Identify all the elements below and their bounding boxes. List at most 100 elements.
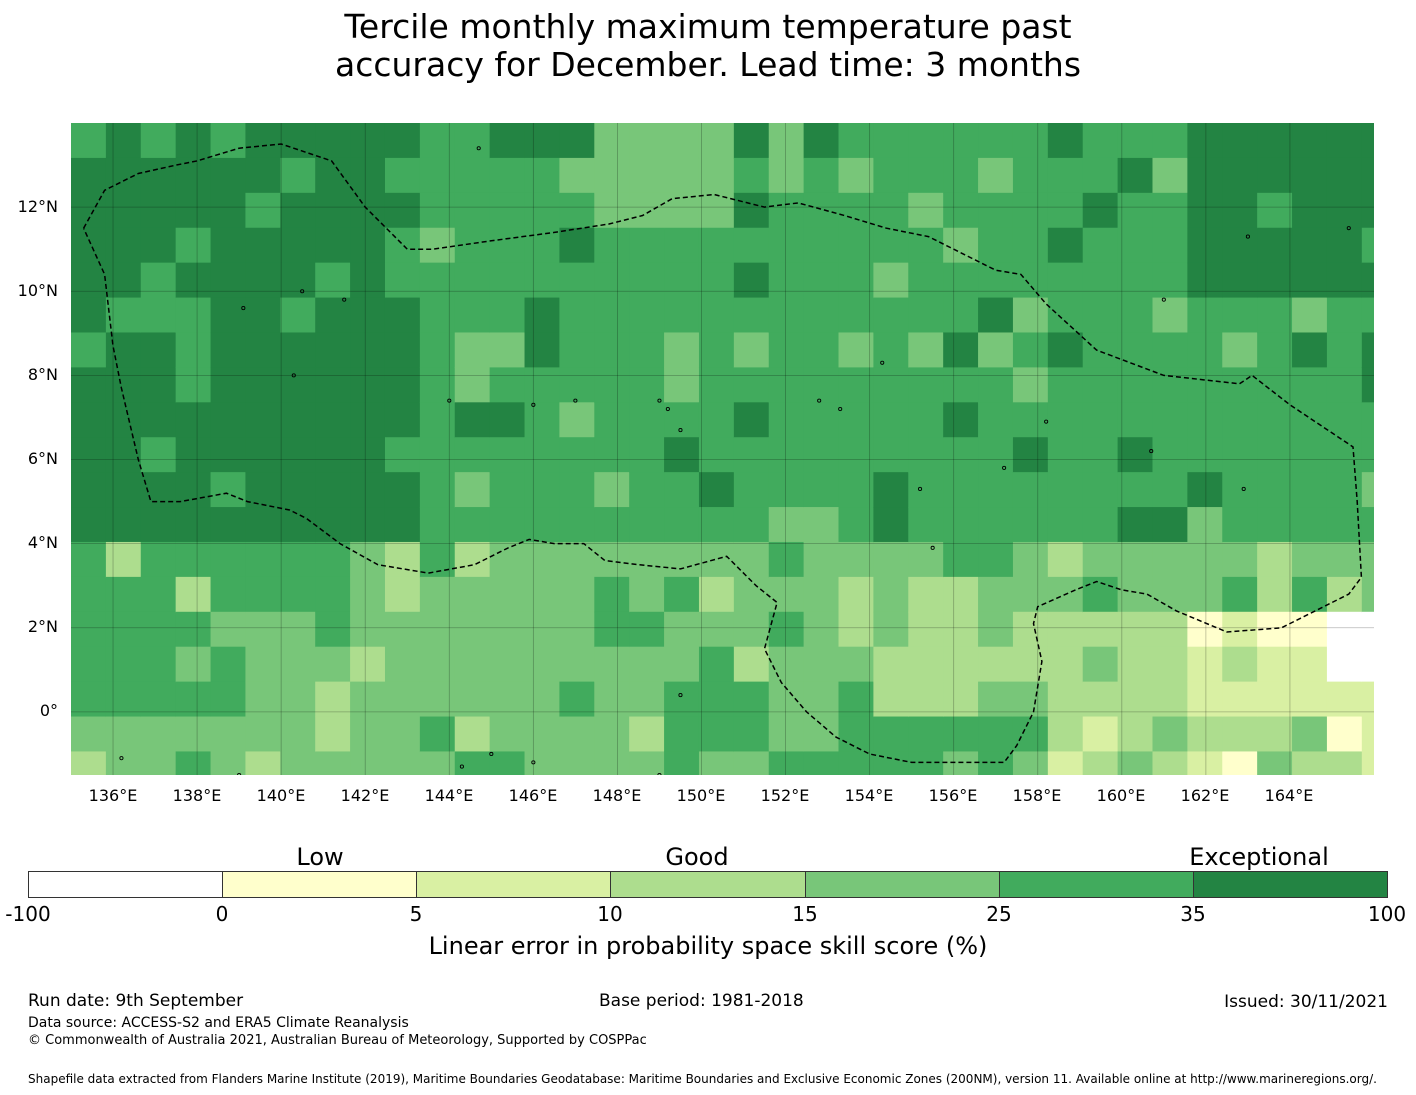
skill-cell xyxy=(454,472,491,508)
skill-cell xyxy=(350,716,386,753)
skill-cell xyxy=(768,646,805,683)
skill-cell xyxy=(1361,367,1374,403)
skill-cell xyxy=(1326,646,1363,683)
skill-cell xyxy=(419,681,456,718)
island-outline xyxy=(241,306,246,311)
skill-cell xyxy=(698,192,735,229)
skill-cell xyxy=(280,541,316,578)
skill-cell xyxy=(1361,332,1374,368)
skill-cell xyxy=(733,123,770,159)
skill-cell xyxy=(384,681,421,718)
island-outline xyxy=(657,772,662,775)
skill-cell xyxy=(280,716,316,753)
skill-cell xyxy=(1117,472,1154,508)
skill-cell xyxy=(280,297,316,334)
skill-cell xyxy=(1187,716,1223,753)
skill-cell xyxy=(629,157,665,194)
skill-cell xyxy=(1361,123,1374,159)
skill-cell xyxy=(943,402,979,438)
skill-cell xyxy=(559,192,595,229)
skill-cell xyxy=(1117,541,1154,578)
skill-cell xyxy=(454,646,491,683)
skill-cell xyxy=(768,576,805,613)
skill-cell xyxy=(1292,437,1328,473)
skill-cell xyxy=(315,262,351,299)
skill-cell xyxy=(1047,157,1084,194)
skill-cell xyxy=(105,472,142,508)
skill-cell xyxy=(1222,297,1258,334)
skill-cell xyxy=(489,681,526,718)
island-outline xyxy=(573,398,578,403)
skill-cell xyxy=(978,402,1014,438)
skill-cell xyxy=(105,332,142,368)
skill-cell xyxy=(524,297,561,334)
skill-cell xyxy=(280,437,316,473)
issued-date: Issued: 30/11/2021 xyxy=(1224,992,1388,1012)
skill-cell xyxy=(838,227,874,264)
x-tick-label: 136°E xyxy=(88,786,138,805)
skill-cell xyxy=(873,332,909,368)
skill-cell xyxy=(210,507,247,543)
island-outline xyxy=(1149,449,1154,454)
skill-cell xyxy=(943,576,979,613)
skill-cell xyxy=(803,576,840,613)
skill-cell xyxy=(280,157,316,194)
skill-cell xyxy=(105,611,142,648)
skill-cell xyxy=(384,472,421,508)
island-outline xyxy=(489,751,494,757)
skill-cell xyxy=(1257,576,1293,613)
skill-cell xyxy=(140,576,177,613)
skill-cell xyxy=(1361,157,1374,194)
skill-cell xyxy=(1152,192,1188,229)
skill-cell xyxy=(943,437,979,473)
skill-cell xyxy=(629,541,665,578)
x-tick-label: 164°E xyxy=(1264,786,1314,805)
skill-cell xyxy=(1117,646,1154,683)
skill-cell xyxy=(1292,681,1328,718)
skill-cell xyxy=(559,611,595,648)
skill-cell xyxy=(768,297,805,334)
skill-cell xyxy=(175,123,212,159)
skill-cell xyxy=(105,297,142,334)
skill-cell xyxy=(1117,751,1154,775)
skill-cell xyxy=(838,332,874,368)
skill-cell xyxy=(1047,227,1084,264)
skill-cell xyxy=(105,507,142,543)
skill-cell xyxy=(419,751,456,775)
skill-cell xyxy=(419,716,456,753)
skill-cell xyxy=(803,472,840,508)
skill-cell xyxy=(384,437,421,473)
skill-cell xyxy=(664,751,700,775)
skill-cell xyxy=(1292,507,1328,543)
skill-cell xyxy=(1082,402,1119,438)
skill-cell xyxy=(1012,123,1049,159)
skill-cell xyxy=(1012,507,1049,543)
skill-cell xyxy=(524,472,561,508)
skill-cell xyxy=(978,751,1014,775)
skill-cell xyxy=(1222,716,1258,753)
skill-cell xyxy=(245,681,281,718)
skill-cell xyxy=(733,157,770,194)
skill-cell xyxy=(1117,681,1154,718)
skill-cell xyxy=(838,297,874,334)
map-gridlines xyxy=(71,123,1374,775)
colorbar-title: Linear error in probability space skill … xyxy=(428,932,988,960)
skill-cell xyxy=(1012,716,1049,753)
skill-cell xyxy=(489,611,526,648)
skill-cell xyxy=(943,541,979,578)
skill-cell xyxy=(245,716,281,753)
skill-cell xyxy=(1292,611,1328,648)
skill-cell xyxy=(175,611,212,648)
skill-cell xyxy=(733,227,770,264)
colorbar-segment xyxy=(29,872,224,897)
skill-cell xyxy=(524,123,561,159)
skill-cell xyxy=(908,192,944,229)
skill-cell xyxy=(838,192,874,229)
skill-cell xyxy=(210,611,247,648)
skill-cell xyxy=(524,192,561,229)
skill-cell xyxy=(978,681,1014,718)
skill-cell xyxy=(140,611,177,648)
skill-cell xyxy=(454,157,491,194)
skill-cell xyxy=(629,297,665,334)
skill-cell xyxy=(838,576,874,613)
